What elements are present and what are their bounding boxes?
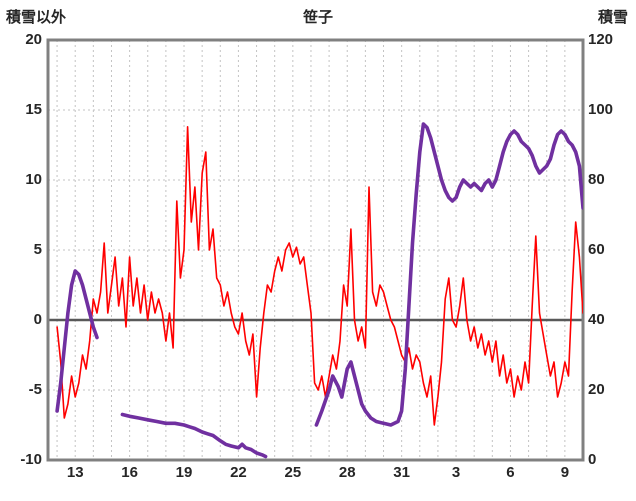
y-left-tick-label: -10 bbox=[20, 451, 42, 468]
x-tick-label: 28 bbox=[338, 464, 356, 481]
y-right-tick-label: 80 bbox=[588, 171, 605, 188]
x-tick-label: 9 bbox=[560, 464, 570, 481]
y-left-tick-label: -5 bbox=[28, 381, 42, 398]
x-tick-label: 19 bbox=[175, 464, 193, 481]
series-line-purple bbox=[314, 122, 583, 427]
y-right-tick-label: 0 bbox=[588, 451, 597, 468]
y-right-tick-label: 60 bbox=[588, 241, 605, 258]
y-left-tick-label: 0 bbox=[33, 311, 42, 328]
y-left-tick-label: 5 bbox=[33, 241, 42, 258]
y-right-tick-label: 20 bbox=[588, 381, 605, 398]
y-left-tick-label: 15 bbox=[25, 101, 42, 118]
x-tick-label: 22 bbox=[230, 464, 247, 481]
y-right-tick-label: 120 bbox=[588, 31, 614, 48]
x-tick-label: 31 bbox=[393, 464, 410, 481]
right-axis-title: 積雪 bbox=[597, 9, 628, 26]
series-line-red bbox=[56, 126, 583, 426]
series-line-purple bbox=[120, 412, 268, 459]
series-line-purple bbox=[55, 269, 99, 413]
x-tick-label: 25 bbox=[284, 464, 302, 481]
y-right-tick-label: 40 bbox=[588, 311, 605, 328]
x-tick-label: 16 bbox=[121, 464, 138, 481]
plot-border bbox=[46, 38, 585, 462]
y-left-tick-label: 20 bbox=[25, 31, 42, 48]
x-tick-label: 13 bbox=[66, 464, 84, 481]
y-left-tick-label: 10 bbox=[25, 171, 42, 188]
y-right-tick-label: 100 bbox=[588, 101, 614, 118]
x-tick-label: 6 bbox=[506, 464, 515, 481]
x-tick-label: 3 bbox=[451, 464, 461, 481]
left-axis-title: 積雪以外 bbox=[6, 9, 67, 26]
chart-title: 笹子 bbox=[302, 9, 333, 26]
